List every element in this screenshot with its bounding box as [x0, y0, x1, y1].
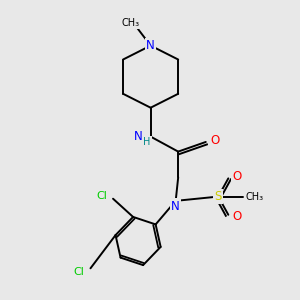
Text: Cl: Cl: [96, 190, 107, 200]
Text: CH₃: CH₃: [122, 18, 140, 28]
Text: N: N: [134, 130, 142, 143]
Text: Cl: Cl: [74, 266, 85, 277]
Text: N: N: [146, 39, 155, 52]
Text: N: N: [171, 200, 180, 213]
Text: O: O: [210, 134, 219, 147]
Text: CH₃: CH₃: [246, 192, 264, 202]
Text: H: H: [143, 137, 151, 147]
Text: O: O: [232, 210, 242, 224]
Text: O: O: [232, 170, 242, 183]
Text: S: S: [214, 190, 222, 203]
